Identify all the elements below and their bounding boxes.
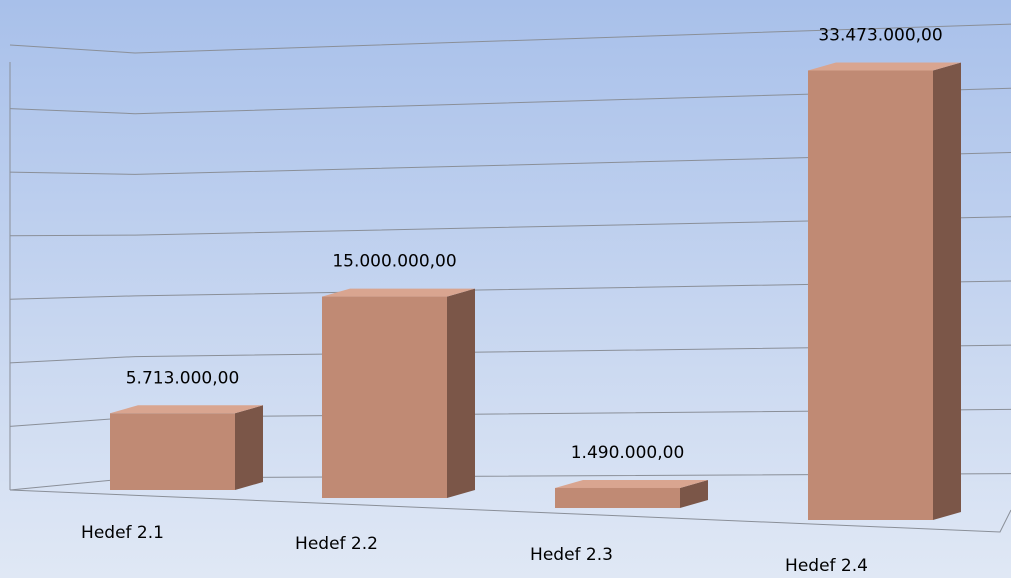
x-tick-label: Hedef 2.3 xyxy=(530,545,613,565)
grid-line xyxy=(9,216,1011,237)
grid-line xyxy=(9,87,1011,115)
x-tick-label: Hedef 2.2 xyxy=(295,534,378,554)
bar-side xyxy=(235,405,263,490)
bar xyxy=(555,487,680,508)
floor-edge xyxy=(9,489,1011,533)
bar-side xyxy=(933,62,961,520)
bar xyxy=(322,296,447,498)
bar-side xyxy=(680,479,708,508)
value-label: 33.473.000,00 xyxy=(818,26,942,46)
bar xyxy=(808,70,933,520)
grid-line xyxy=(9,152,1011,175)
value-label: 5.713.000,00 xyxy=(126,368,240,388)
grid-line xyxy=(9,280,1011,300)
value-label: 15.000.000,00 xyxy=(332,252,456,272)
bar-top xyxy=(110,405,263,414)
bar-side xyxy=(447,288,475,498)
value-label: 1.490.000,00 xyxy=(571,443,685,463)
bar xyxy=(110,413,235,490)
bar-top xyxy=(555,479,708,488)
grid-line xyxy=(9,23,1011,54)
bar-top xyxy=(808,62,961,71)
grid-line xyxy=(9,344,1011,364)
x-tick-label: Hedef 2.1 xyxy=(81,523,164,543)
x-tick-label: Hedef 2.4 xyxy=(785,556,868,576)
bar-top xyxy=(322,288,475,297)
